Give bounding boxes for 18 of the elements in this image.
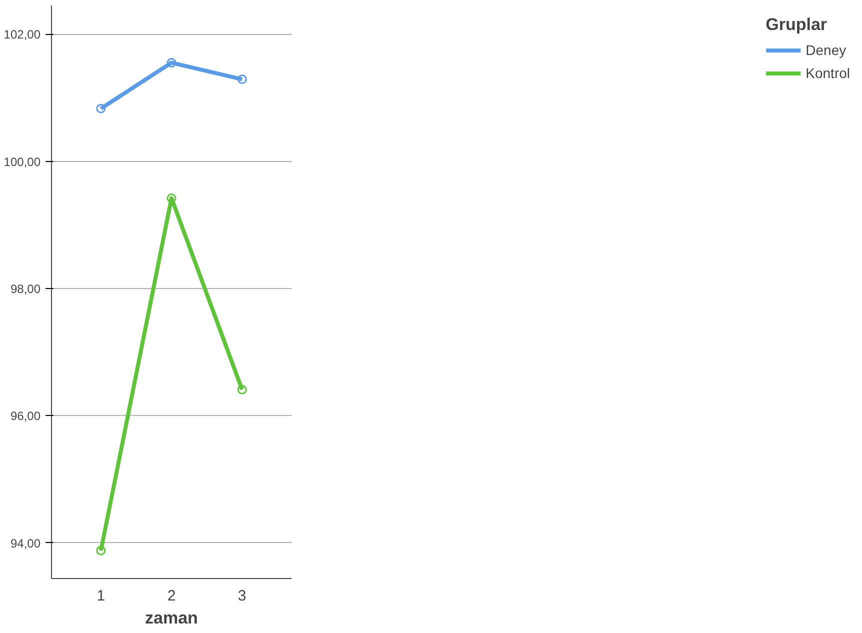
- y-tick-label: 94,00: [10, 536, 41, 550]
- y-tick-label: 98,00: [10, 282, 41, 296]
- point: [96, 546, 106, 556]
- legend-label: Kontrol: [806, 65, 850, 81]
- y-tick-label: 102,00: [4, 28, 41, 42]
- x-tick-label: 3: [238, 588, 246, 604]
- legend-label: Deney: [806, 42, 846, 58]
- point: [237, 384, 247, 394]
- point: [96, 104, 106, 114]
- y-tick-label: 100,00: [4, 154, 41, 169]
- x-tick-label: 2: [167, 588, 176, 604]
- point: [166, 193, 176, 203]
- y-tick-label: 96,00: [10, 409, 41, 424]
- legend-title: Gruplar: [766, 15, 828, 35]
- point: [166, 58, 176, 68]
- x-tick-label: 1: [96, 588, 106, 604]
- point: [237, 74, 247, 84]
- x-axis-title: zaman: [145, 608, 198, 628]
